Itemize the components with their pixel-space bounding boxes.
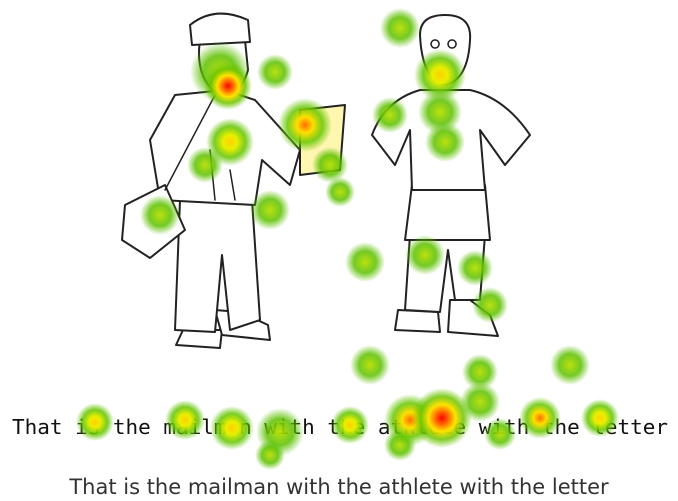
fixation-blob <box>187 147 223 183</box>
fixation-blob <box>278 98 332 152</box>
fixation-blob <box>140 195 180 235</box>
fixation-blob <box>372 97 408 133</box>
fixation-blob <box>257 54 293 90</box>
fixation-blob <box>210 406 254 450</box>
fixation-blob <box>484 418 516 450</box>
fixation-blob <box>76 403 114 441</box>
fixation-blob <box>581 399 619 437</box>
fixation-blob <box>350 345 390 385</box>
fixation-blob <box>457 250 493 286</box>
fixation-blob <box>204 62 252 110</box>
fixation-blob <box>550 345 590 385</box>
fixation-blob <box>460 382 500 422</box>
heatmap <box>76 8 619 470</box>
caption: That is the mailman with the athlete wit… <box>68 475 609 499</box>
fixation-blob <box>519 397 561 439</box>
fixation-blob <box>325 177 355 207</box>
fixation-blob <box>414 49 466 101</box>
fixation-blob <box>472 287 508 323</box>
fixation-blob <box>250 190 290 230</box>
fixation-blob <box>312 147 348 183</box>
fixation-blob <box>331 406 369 444</box>
fixation-blob <box>380 8 420 48</box>
fixation-blob <box>255 440 285 470</box>
fixation-blob <box>345 242 385 282</box>
fixation-blob <box>462 354 498 390</box>
fixation-blob <box>425 122 465 162</box>
fixation-blob <box>165 400 205 440</box>
fixation-blob <box>412 388 472 448</box>
fixation-blob <box>405 235 445 275</box>
